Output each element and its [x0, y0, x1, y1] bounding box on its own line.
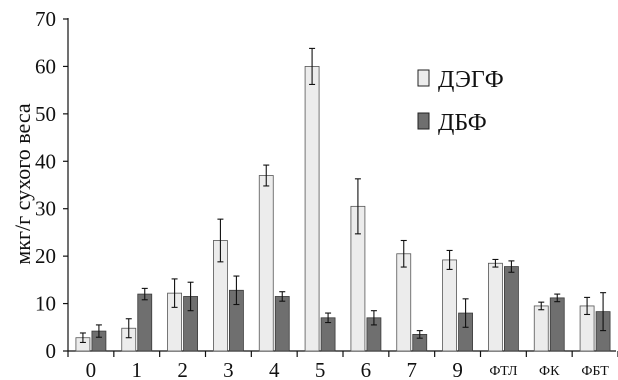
bar-degf — [533, 305, 549, 352]
y-tick-labels: 0 10 20 30 40 50 60 70 — [35, 7, 56, 363]
x-tick-labels: 0 1 2 3 4 5 6 7 9 ФТЛ ФК ФБТ — [86, 358, 610, 380]
bar-dbf — [274, 296, 290, 352]
x-tick-label: ФК — [539, 364, 560, 379]
bar-degf — [304, 66, 320, 352]
y-tick-label: 40 — [35, 149, 56, 173]
bar-dbf — [504, 266, 519, 352]
legend-label-dbf: ДБФ — [438, 110, 487, 136]
axes — [63, 18, 618, 357]
y-axis-label: мкг/г сухого веса — [10, 103, 35, 264]
bar-degf — [258, 175, 274, 352]
bar-dbf — [549, 297, 565, 352]
x-tick-label: 6 — [361, 358, 372, 380]
x-tick-label: ФТЛ — [489, 364, 518, 379]
error-bars — [79, 47, 607, 344]
bar-dbf — [137, 293, 153, 352]
y-tick-label: 60 — [35, 54, 56, 78]
y-tick-label: 20 — [35, 244, 56, 268]
legend: ДЭГФ ДБФ — [417, 67, 504, 136]
x-tick-label: 4 — [269, 358, 280, 380]
bar-degf — [396, 253, 412, 352]
y-axis-label-group: мкг/г сухого веса — [10, 103, 35, 264]
bar-degf — [488, 262, 503, 352]
x-tick-label: 0 — [86, 358, 97, 380]
legend-swatch-dbf — [417, 112, 430, 130]
y-tick-label: 30 — [35, 197, 56, 221]
legend-swatch-degf — [417, 69, 430, 87]
x-tick-label: 9 — [452, 358, 463, 380]
x-tick-label: 1 — [132, 358, 143, 380]
y-tick-label: 70 — [35, 7, 56, 31]
y-tick-label: 10 — [35, 292, 56, 316]
x-tick-label: 5 — [315, 358, 326, 380]
bars — [75, 66, 611, 352]
y-tick-label: 50 — [35, 102, 56, 126]
y-tick-label: 0 — [46, 339, 57, 363]
x-tick-label: ФБТ — [581, 364, 609, 379]
x-tick-label: 3 — [223, 358, 234, 380]
x-tick-label: 7 — [407, 358, 418, 380]
legend-label-degf: ДЭГФ — [438, 67, 504, 93]
bar-degf — [442, 259, 457, 352]
x-tick-label: 2 — [177, 358, 188, 380]
